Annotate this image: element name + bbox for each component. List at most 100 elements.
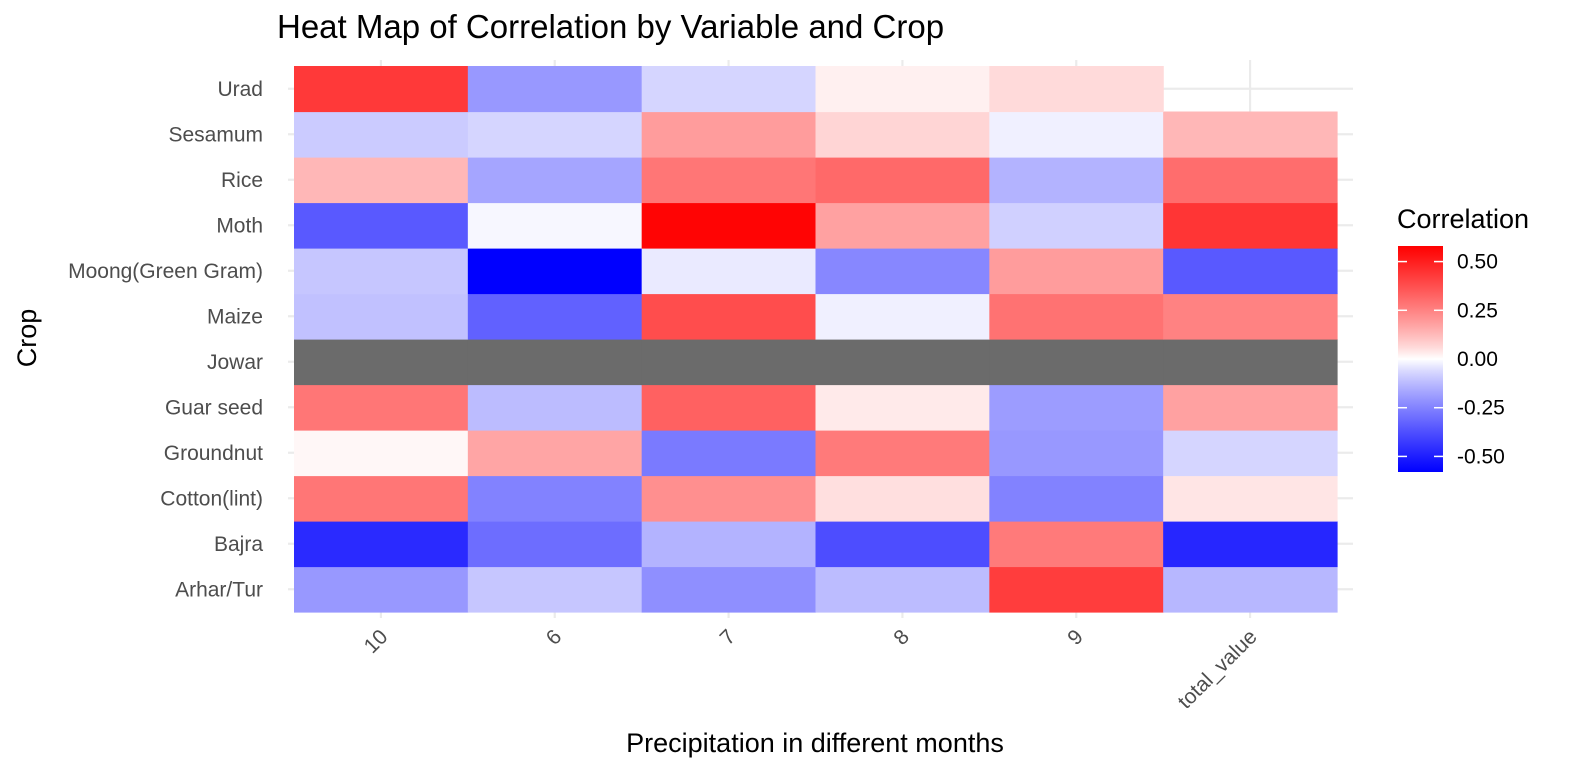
heatmap-cell: [1163, 157, 1338, 204]
heatmap-cell: [467, 157, 643, 204]
heatmap-cell: [989, 66, 1164, 113]
legend-label: 0.00: [1457, 348, 1498, 371]
y-tick-label: Moong(Green Gram): [68, 260, 263, 283]
y-tick-label: Maize: [207, 305, 263, 328]
x-axis-tick-labels: 10 6 7 8 9 total_value: [360, 625, 1262, 713]
heatmap-cell: [815, 248, 990, 295]
x-tick-label: 10: [360, 625, 393, 658]
heatmap-cell: [467, 293, 643, 340]
y-tick-label: Urad: [217, 78, 263, 101]
heatmap-cell: [815, 384, 990, 431]
heatmap-cell: [815, 66, 990, 113]
heatmap-cell: [467, 111, 643, 158]
heatmap-cell: [467, 566, 643, 613]
heatmap-cell: [641, 521, 817, 568]
heatmap-cell: [815, 202, 990, 249]
heatmap-cell: [467, 202, 643, 249]
heatmap-cell: [989, 111, 1164, 158]
heatmap-cell: [815, 475, 990, 522]
y-axis-title: Crop: [12, 309, 42, 368]
heatmap-cell: [1163, 430, 1338, 477]
heatmap-cell: [467, 384, 643, 431]
heatmap-cell: [467, 339, 643, 386]
heatmap-cell: [1163, 339, 1338, 386]
heatmap-cell: [641, 111, 817, 158]
heatmap-cell: [641, 339, 817, 386]
heatmap-cell: [989, 339, 1164, 386]
y-tick-label: Sesamum: [168, 123, 263, 146]
heatmap-cell: [989, 293, 1164, 340]
heatmap-cell: [641, 202, 817, 249]
heatmap-cell: [641, 293, 817, 340]
heatmap-cell: [815, 293, 990, 340]
heatmap-cell: [294, 339, 469, 386]
heatmap-cell: [467, 66, 643, 113]
heatmap-cell: [989, 566, 1164, 613]
heatmap-cell: [989, 475, 1164, 522]
heatmap-cell: [641, 248, 817, 295]
heatmap-cell: [989, 430, 1164, 477]
heatmap-cell: [641, 566, 817, 613]
heatmap-cell: [815, 157, 990, 204]
y-tick-label: Arhar/Tur: [175, 578, 263, 601]
heatmap-cell: [294, 384, 469, 431]
heatmap-cell: [989, 202, 1164, 249]
x-tick-label: 6: [542, 625, 567, 650]
heatmap-cell: [294, 566, 469, 613]
x-axis-title: Precipitation in different months: [626, 728, 1004, 758]
legend-label: -0.50: [1457, 445, 1505, 468]
heatmap-cell: [467, 521, 643, 568]
heatmap-cell: [294, 521, 469, 568]
heatmap-cell: [294, 111, 469, 158]
heatmap-cell: [1163, 521, 1338, 568]
heatmap-cell: [1163, 202, 1338, 249]
heatmap-cell: [641, 66, 817, 113]
heatmap-cell: [467, 475, 643, 522]
heatmap-cell: [989, 157, 1164, 204]
heatmap-cells: [294, 66, 1338, 613]
heatmap-cell: [815, 566, 990, 613]
y-axis-tick-labels: Arhar/Tur Bajra Cotton(lint) Groundnut Guar …: [68, 78, 263, 602]
y-tick-label: Groundnut: [164, 442, 263, 465]
heatmap-cell: [815, 111, 990, 158]
legend-label: -0.25: [1457, 397, 1505, 420]
legend-label: 0.50: [1457, 251, 1498, 274]
heatmap-cell: [294, 430, 469, 477]
heatmap-cell: [294, 293, 469, 340]
heatmap-cell: [989, 521, 1164, 568]
heatmap-cell: [467, 430, 643, 477]
heatmap-cell: [641, 475, 817, 522]
heatmap-cell: [989, 384, 1164, 431]
heatmap-cell: [641, 430, 817, 477]
heatmap-cell: [641, 384, 817, 431]
heatmap-cell: [815, 339, 990, 386]
heatmap-cell: [1163, 566, 1338, 613]
y-tick-label: Guar seed: [165, 396, 263, 419]
y-tick-label: Moth: [216, 214, 263, 237]
heatmap-cell: [294, 157, 469, 204]
y-tick-label: Jowar: [207, 351, 263, 374]
legend: Correlation 0.50 0.25 0.00 -0.25 -0.50: [1397, 204, 1529, 472]
x-tick-label: 8: [889, 625, 914, 650]
chart-title: Heat Map of Correlation by Variable and …: [277, 8, 944, 45]
x-tick-label: 9: [1063, 625, 1088, 650]
heatmap-cell: [1163, 111, 1338, 158]
legend-title: Correlation: [1397, 204, 1529, 234]
x-tick-label: 7: [716, 625, 741, 650]
y-tick-label: Rice: [221, 169, 263, 192]
x-tick-label: total_value: [1174, 625, 1262, 713]
y-tick-label: Bajra: [214, 533, 263, 556]
heatmap-cell: [1163, 475, 1338, 522]
heatmap-cell: [467, 248, 643, 295]
heatmap-cell: [815, 430, 990, 477]
heatmap-cell: [989, 248, 1164, 295]
heatmap-cell: [294, 66, 469, 113]
heatmap-cell: [294, 248, 469, 295]
y-tick-label: Cotton(lint): [160, 487, 263, 510]
heatmap-cell: [815, 521, 990, 568]
legend-label: 0.25: [1457, 299, 1498, 322]
heatmap-cell: [294, 202, 469, 249]
heatmap-cell: [294, 475, 469, 522]
heatmap-cell: [1163, 248, 1338, 295]
